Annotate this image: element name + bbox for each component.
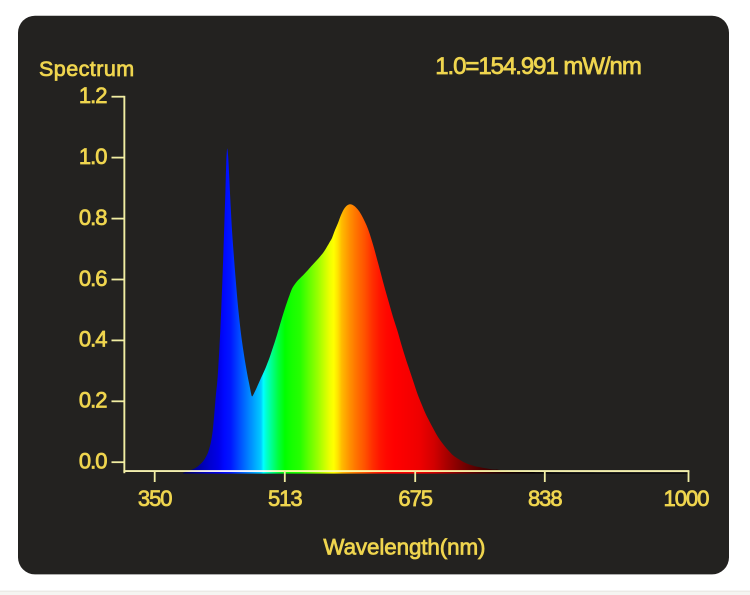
svg-text:Spectrum: Spectrum: [39, 57, 135, 81]
svg-text:0.2: 0.2: [79, 388, 107, 413]
svg-text:1000: 1000: [664, 486, 710, 511]
svg-text:513: 513: [268, 486, 302, 511]
svg-text:1.0: 1.0: [79, 144, 107, 169]
svg-text:350: 350: [138, 486, 172, 511]
svg-text:1.0=154.991 mW/nm: 1.0=154.991 mW/nm: [435, 53, 641, 80]
svg-text:838: 838: [528, 486, 562, 511]
svg-text:1.2: 1.2: [79, 83, 107, 108]
svg-text:Wavelength(nm): Wavelength(nm): [323, 535, 485, 560]
svg-text:0.0: 0.0: [79, 449, 107, 474]
svg-text:675: 675: [398, 486, 432, 511]
svg-text:0.4: 0.4: [79, 327, 107, 352]
svg-text:0.6: 0.6: [79, 266, 107, 291]
svg-text:0.8: 0.8: [79, 205, 107, 230]
